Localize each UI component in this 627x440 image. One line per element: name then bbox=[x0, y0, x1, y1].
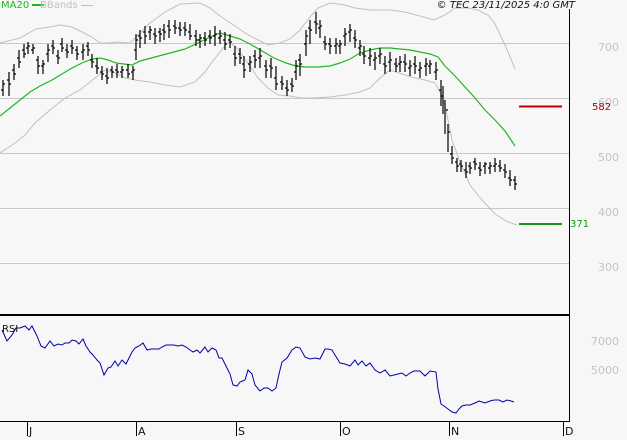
month-label-j: J bbox=[29, 425, 33, 438]
price-label-400: 400 bbox=[598, 206, 619, 219]
ma20-legend: MA20 bbox=[1, 0, 45, 11]
copyright-timestamp: © TEC 23/11/2025 4:0 GMT bbox=[436, 0, 575, 11]
month-label-o: O bbox=[342, 425, 351, 438]
ohlc-bars bbox=[1, 12, 517, 190]
ma20-legend-swatch bbox=[32, 4, 45, 6]
month-label-a: A bbox=[138, 425, 146, 438]
support-label: 371 bbox=[570, 219, 590, 230]
bbands-legend-swatch bbox=[80, 4, 93, 6]
price-label-300: 300 bbox=[598, 261, 619, 274]
rsi-title: RSI bbox=[2, 324, 19, 335]
price-label-600: 600 bbox=[598, 96, 619, 109]
resistance-label: 582 bbox=[592, 102, 612, 113]
ma20-line bbox=[0, 32, 516, 147]
rsi-line bbox=[1, 325, 515, 414]
price-label-500: 500 bbox=[598, 151, 619, 164]
price-gridlines bbox=[0, 43, 569, 264]
month-label-d: D bbox=[565, 425, 574, 438]
price-label-700: 700 bbox=[598, 41, 619, 54]
month-label-s: S bbox=[238, 425, 245, 438]
rsi-label-50: 5000 bbox=[591, 364, 619, 377]
bbands-lines bbox=[0, 2, 518, 226]
bbands-legend: BBands bbox=[40, 0, 93, 11]
month-ticks bbox=[27, 421, 564, 436]
month-label-n: N bbox=[451, 425, 460, 438]
rsi-label-70: 7000 bbox=[591, 335, 619, 348]
